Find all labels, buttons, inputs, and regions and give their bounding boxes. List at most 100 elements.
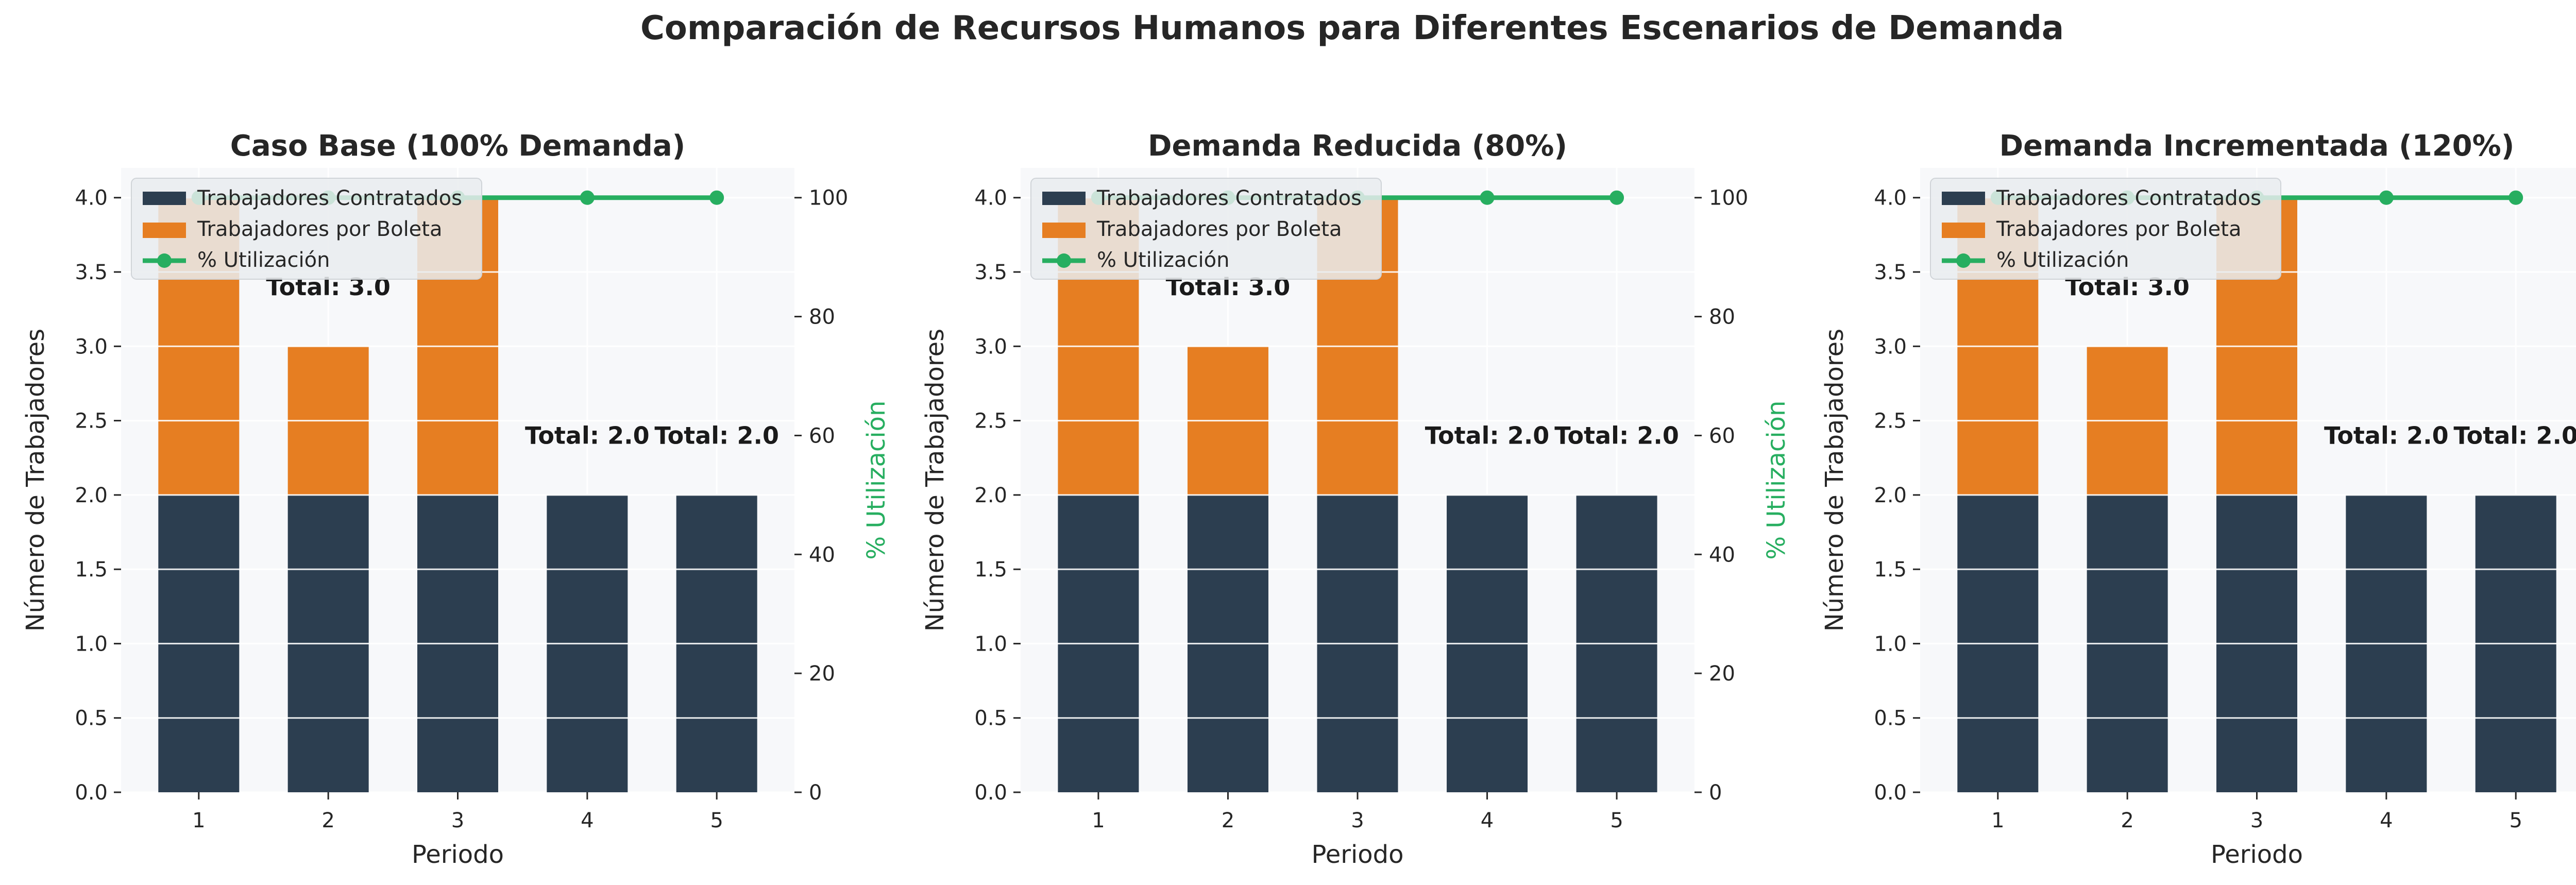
y2-axis-label: % Utilización — [862, 401, 891, 560]
legend-swatch-boleta — [1942, 223, 1985, 238]
ytick-label: 0.0 — [1874, 781, 1907, 805]
y2tick-label: 60 — [1709, 424, 1735, 448]
x-axis-label: Periodo — [2211, 840, 2303, 869]
total-label-2: Total: 2.0 — [2324, 421, 2449, 449]
xtick-label-4: 4 — [581, 809, 594, 832]
xtick-label-3: 3 — [1351, 809, 1364, 832]
legend-label-boleta: Trabajadores por Boleta — [197, 217, 443, 241]
y2tick-label: 60 — [809, 424, 835, 448]
ytick-label: 2.0 — [974, 484, 1007, 507]
xtick-label-2: 2 — [321, 809, 334, 832]
ytick-label: 0.5 — [75, 707, 108, 730]
xtick-label-2: 2 — [1222, 809, 1234, 832]
xtick-label-5: 5 — [1610, 809, 1623, 832]
legend-label-contratados: Trabajadores Contratados — [1996, 186, 2261, 210]
ytick-label: 1.5 — [75, 558, 108, 582]
point-utilizacion-5 — [2509, 190, 2523, 205]
legend-label-contratados: Trabajadores Contratados — [197, 186, 462, 210]
xtick-label-3: 3 — [451, 809, 464, 832]
y2tick-label: 40 — [1709, 543, 1735, 567]
ytick-label: 1.0 — [974, 632, 1007, 656]
xtick-label-4: 4 — [1481, 809, 1494, 832]
ytick-label: 3.5 — [75, 261, 108, 284]
ytick-label: 3.5 — [974, 261, 1007, 284]
figure-title: Comparación de Recursos Humanos para Dif… — [640, 9, 2064, 47]
xtick-label-3: 3 — [2250, 809, 2263, 832]
ytick-label: 1.5 — [1874, 558, 1907, 582]
y2tick-label: 80 — [809, 305, 835, 329]
point-utilizacion-5 — [709, 190, 724, 205]
legend-swatch-contratados — [143, 192, 186, 205]
legend-label-utilizacion: % Utilización — [197, 248, 330, 272]
xtick-label-1: 1 — [1991, 809, 2004, 832]
chart-title: Demanda Incrementada (120%) — [1999, 129, 2515, 163]
point-utilizacion-4 — [1480, 190, 1495, 205]
legend-swatch-boleta — [1042, 223, 1086, 238]
ytick-label: 2.5 — [1874, 410, 1907, 433]
y2tick-label: 20 — [809, 662, 835, 686]
y-axis-label: Número de Trabajadores — [1820, 329, 1849, 632]
xtick-label-5: 5 — [2509, 809, 2522, 832]
ytick-label: 4.0 — [974, 186, 1007, 210]
xtick-label-2: 2 — [2121, 809, 2133, 832]
y2tick-label: 0 — [1709, 781, 1722, 805]
y2tick-label: 0 — [809, 781, 822, 805]
ytick-label: 4.0 — [75, 186, 108, 210]
ytick-label: 2.0 — [1874, 484, 1907, 507]
xtick-label-1: 1 — [1092, 809, 1105, 832]
total-label-3: Total: 2.0 — [2453, 421, 2576, 449]
ytick-label: 3.0 — [1874, 335, 1907, 359]
xtick-label-1: 1 — [192, 809, 205, 832]
legend-box — [1030, 178, 1382, 280]
legend-label-utilizacion: % Utilización — [1996, 248, 2129, 272]
point-utilizacion-4 — [2379, 190, 2394, 205]
ytick-label: 0.0 — [75, 781, 108, 805]
y2tick-label: 100 — [1709, 186, 1748, 210]
ytick-label: 0.5 — [974, 707, 1007, 730]
legend-swatch-contratados — [1942, 192, 1985, 205]
legend-label-contratados: Trabajadores Contratados — [1096, 186, 1362, 210]
legend-swatch-utilizacion-marker — [1956, 253, 1971, 268]
ytick-label: 0.0 — [974, 781, 1007, 805]
legend-label-boleta: Trabajadores por Boleta — [1096, 217, 1342, 241]
legend-box — [1930, 178, 2281, 280]
legend-swatch-utilizacion-marker — [1057, 253, 1071, 268]
legend-box — [131, 178, 482, 280]
legend-label-boleta: Trabajadores por Boleta — [1996, 217, 2242, 241]
total-label-2: Total: 2.0 — [1425, 421, 1550, 449]
x-axis-label: Periodo — [412, 840, 504, 869]
ytick-label: 2.5 — [974, 410, 1007, 433]
legend-label-utilizacion: % Utilización — [1097, 248, 1229, 272]
total-label-3: Total: 2.0 — [654, 421, 779, 449]
ytick-label: 1.0 — [75, 632, 108, 656]
x-axis-label: Periodo — [1311, 840, 1403, 869]
ytick-label: 4.0 — [1874, 186, 1907, 210]
legend-swatch-contratados — [1042, 192, 1086, 205]
ytick-label: 2.5 — [75, 410, 108, 433]
xtick-label-4: 4 — [2380, 809, 2393, 832]
point-utilizacion-4 — [580, 190, 595, 205]
y-axis-label: Número de Trabajadores — [921, 329, 950, 632]
y2tick-label: 100 — [809, 186, 848, 210]
xtick-label-5: 5 — [710, 809, 723, 832]
chart-title: Caso Base (100% Demanda) — [230, 129, 686, 163]
ytick-label: 3.5 — [1874, 261, 1907, 284]
total-label-2: Total: 2.0 — [525, 421, 650, 449]
point-utilizacion-5 — [1609, 190, 1624, 205]
legend-swatch-boleta — [143, 223, 186, 238]
y2tick-label: 20 — [1709, 662, 1735, 686]
ytick-label: 2.0 — [75, 484, 108, 507]
legend-swatch-utilizacion-marker — [157, 253, 172, 268]
y2-axis-label: % Utilización — [1762, 401, 1791, 560]
ytick-label: 1.0 — [1874, 632, 1907, 656]
ytick-label: 3.0 — [75, 335, 108, 359]
y-axis-label: Número de Trabajadores — [21, 329, 50, 632]
y2tick-label: 40 — [809, 543, 835, 567]
total-label-3: Total: 2.0 — [1554, 421, 1679, 449]
ytick-label: 0.5 — [1874, 707, 1907, 730]
y2tick-label: 80 — [1709, 305, 1735, 329]
